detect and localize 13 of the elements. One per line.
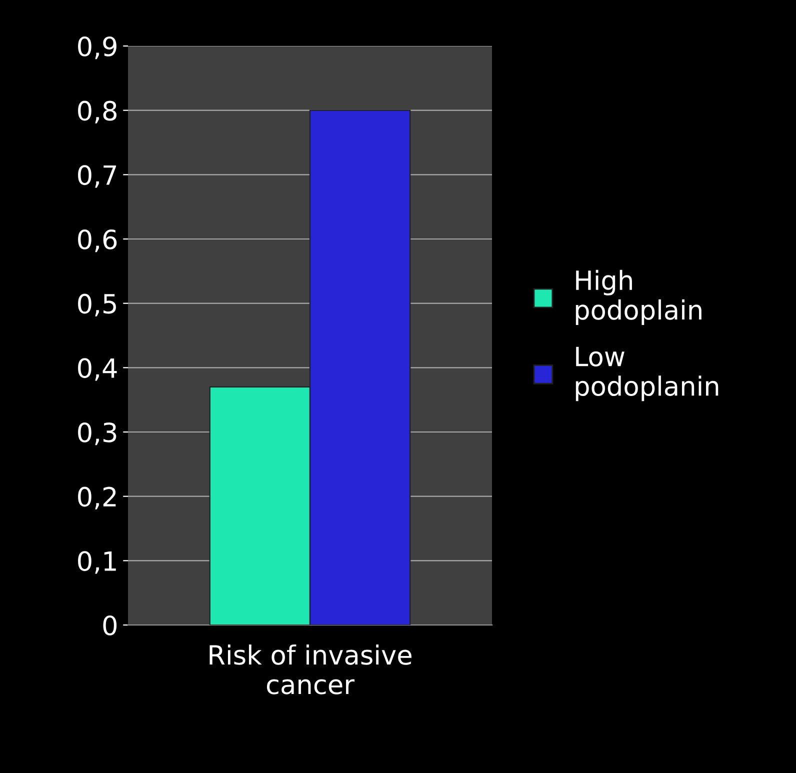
legend-label: Low podoplanin bbox=[576, 346, 718, 402]
y-tick-label: 0,7 bbox=[78, 165, 116, 188]
y-tick-label: 0,3 bbox=[78, 422, 116, 446]
y-tick-label: 0,2 bbox=[78, 486, 116, 510]
y-tick-label: 0,9 bbox=[78, 36, 116, 60]
y-tick-label: 0,6 bbox=[78, 229, 117, 252]
y-tick-label: 0,1 bbox=[78, 551, 116, 574]
y-tick-label: 0,4 bbox=[78, 358, 117, 381]
y-tick-label: 0,8 bbox=[78, 100, 116, 124]
y-tick-label: 0,5 bbox=[78, 294, 116, 316]
y-tick-label: 0 bbox=[103, 615, 117, 636]
x-tick-label: Risk of invasive cancer bbox=[210, 644, 412, 694]
legend-label: High podoplain bbox=[576, 270, 702, 325]
